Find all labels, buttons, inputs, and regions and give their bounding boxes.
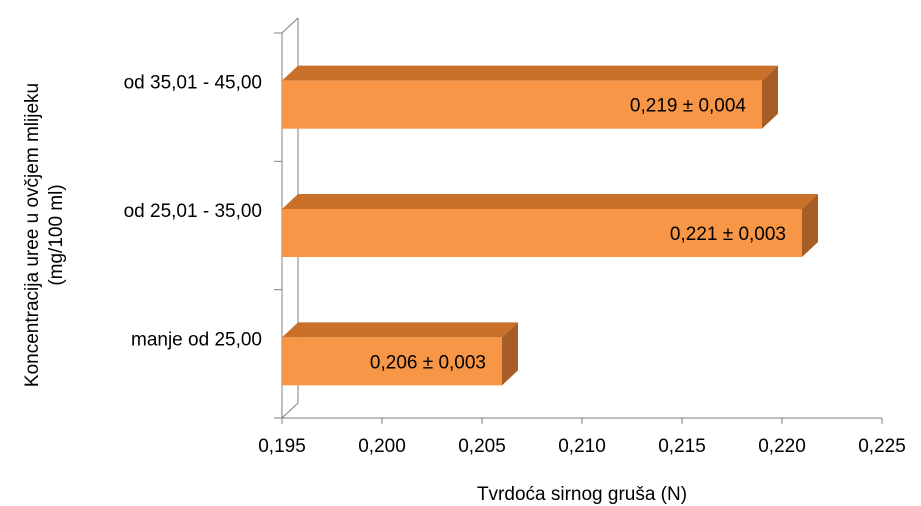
floor-depth-edge [281,402,299,419]
bar-top-face [282,65,778,81]
category-label: manje od 25,00 [131,329,262,350]
top-depth-edge [281,17,299,34]
y-axis-title-line: (mg/100 ml) [46,184,67,285]
bar-side-face [802,194,818,257]
bar-side-face [502,322,518,386]
y-axis-title: Koncentracija uree u ovčjem mlijeku (mg/1… [22,83,67,387]
bars [282,65,818,386]
data-label: 0,206 ± 0,003 [370,352,486,373]
x-tick-label: 0,210 [558,436,606,457]
x-tick-label: 0,215 [658,436,706,457]
labels: 0,195 0,200 0,205 0,210 0,215 0,220 0,225 0,206… [124,73,906,457]
x-axis-title: Tvrdoća sirnog gruša (N) [477,484,687,505]
x-tick-label: 0,195 [258,436,306,457]
data-label: 0,221 ± 0,003 [670,224,786,245]
bar-side-face [762,65,778,129]
bar [282,209,802,257]
x-tick-label: 0,225 [858,436,906,457]
category-label: od 35,01 - 45,00 [124,73,262,94]
bar-top-face [282,322,518,338]
bar [282,80,762,129]
bar-top-face [282,194,818,209]
bar [282,337,502,386]
x-tick-label: 0,200 [358,436,406,457]
x-tick-label: 0,205 [458,436,506,457]
y-axis-title-line: Koncentracija uree u ovčjem mlijeku [22,83,43,387]
category-label: od 25,01 - 35,00 [124,201,262,222]
x-tick-label: 0,220 [758,436,806,457]
data-label: 0,219 ± 0,004 [630,96,747,117]
